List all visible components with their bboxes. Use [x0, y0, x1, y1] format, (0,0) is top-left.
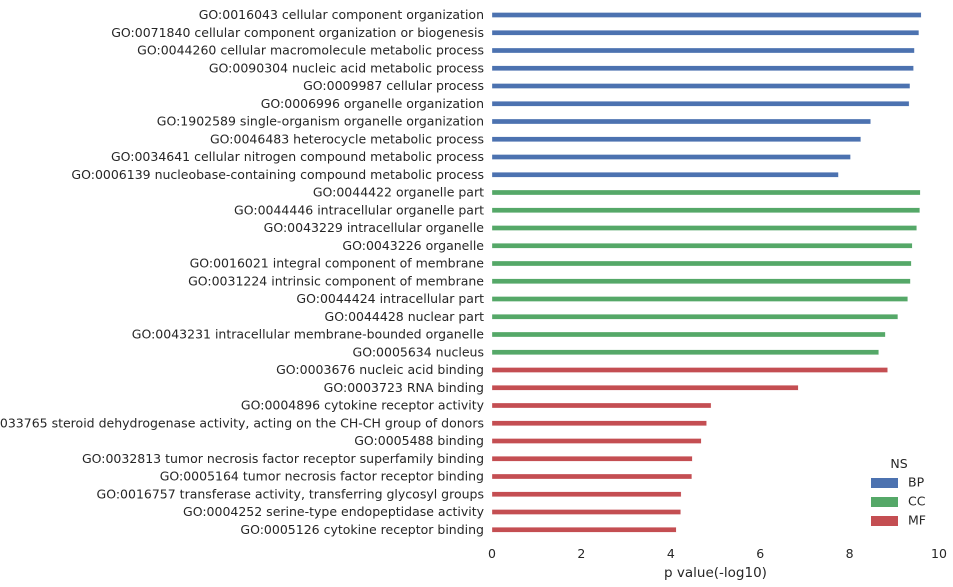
bar-mf: [491, 402, 712, 409]
category-label: GO:0031224 intrinsic component of membra…: [188, 273, 484, 288]
category-label: GO:0004896 cytokine receptor activity: [241, 398, 485, 413]
x-tick-label: 6: [756, 546, 764, 561]
category-label: GO:0032813 tumor necrosis factor recepto…: [82, 451, 484, 466]
bar-bp: [491, 154, 851, 160]
legend-title: NS: [890, 456, 907, 471]
category-label: GO:0005488 binding: [354, 433, 484, 448]
x-tick-label: 4: [667, 546, 675, 561]
category-label: GO:0043226 organelle: [342, 238, 484, 253]
bar-bp: [491, 101, 910, 107]
category-label: GO:0043229 intracellular organelle: [264, 220, 485, 235]
bar-bp: [491, 65, 914, 71]
category-label: GO:1902589 single-organism organelle org…: [157, 114, 484, 129]
bar-cc: [491, 243, 913, 249]
legend-label-cc: CC: [908, 494, 926, 509]
bar-mf: [491, 438, 702, 444]
category-label: GO:0044428 nuclear part: [325, 309, 485, 324]
bar-mf: [491, 456, 693, 462]
legend-label-mf: MF: [908, 513, 926, 528]
category-label: GO:0016021 integral component of membran…: [190, 256, 485, 271]
category-label: GO:0071840 cellular component organizati…: [111, 25, 484, 40]
category-label: GO:0005634 nucleus: [353, 344, 484, 359]
category-label: GO:0033765 steroid dehydrogenase activit…: [0, 415, 484, 430]
category-label: GO:0034641 cellular nitrogen compound me…: [111, 149, 484, 164]
category-label: GO:0005164 tumor necrosis factor recepto…: [160, 469, 484, 484]
category-label: GO:0006996 organelle organization: [261, 96, 484, 111]
category-label: GO:0090304 nucleic acid metabolic proces…: [209, 60, 484, 75]
bar-bp: [491, 12, 922, 18]
bar-mf: [491, 367, 888, 373]
bar-mf: [491, 473, 692, 480]
category-label: GO:0006139 nucleobase-containing compoun…: [71, 167, 484, 182]
bars: [491, 12, 922, 533]
category-labels: GO:0016043 cellular component organizati…: [0, 7, 485, 537]
category-label: GO:0044424 intracellular part: [296, 291, 484, 306]
category-label: GO:0004252 serine-type endopeptidase act…: [183, 504, 485, 519]
x-tick-label: 8: [846, 546, 854, 561]
bar-cc: [491, 260, 912, 267]
bar-mf: [491, 491, 682, 497]
bar-bp: [491, 47, 915, 54]
bar-mf: [491, 527, 677, 533]
category-label: GO:0016757 transferase activity, transfe…: [97, 486, 484, 501]
bar-bp: [491, 172, 839, 178]
category-label: GO:0003723 RNA binding: [324, 380, 484, 395]
category-label: GO:0009987 cellular process: [303, 78, 484, 93]
bar-cc: [491, 278, 911, 284]
x-tick-label: 10: [931, 546, 947, 561]
legend-swatch-bp: [871, 478, 898, 488]
legend-label-bp: BP: [908, 475, 925, 490]
bar-cc: [491, 314, 899, 320]
bar-bp: [491, 30, 920, 36]
bar-cc: [491, 349, 879, 355]
bar-cc: [491, 189, 921, 196]
legend-swatch-mf: [871, 516, 898, 526]
category-label: GO:0044446 intracellular organelle part: [234, 202, 484, 217]
category-label: GO:0044422 organelle part: [313, 185, 484, 200]
category-label: GO:0043231 intracellular membrane-bounde…: [132, 327, 485, 342]
bar-bp: [491, 83, 911, 89]
bar-cc: [491, 296, 908, 302]
category-label: GO:0016043 cellular component organizati…: [199, 7, 484, 22]
bar-bp: [491, 118, 871, 125]
bar-mf: [491, 420, 707, 426]
category-label: GO:0046483 heterocycle metabolic process: [210, 131, 484, 146]
category-label: GO:0005126 cytokine receptor binding: [240, 522, 484, 537]
x-axis-label: p value(-log10): [664, 565, 767, 581]
bar-cc: [491, 225, 917, 231]
bar-cc: [491, 331, 886, 338]
category-label: GO:0003676 nucleic acid binding: [276, 362, 484, 377]
bar-mf: [491, 385, 799, 391]
x-tick-label: 2: [577, 546, 585, 561]
bar-bp: [491, 136, 861, 142]
bar-cc: [491, 207, 920, 213]
legend: NS BP CC MF: [871, 456, 926, 528]
category-label: GO:0044260 cellular macromolecule metabo…: [137, 43, 484, 58]
legend-swatch-cc: [871, 497, 898, 507]
bar-mf: [491, 509, 681, 515]
x-axis-ticks: 0 2 4 6 8 10: [488, 546, 947, 561]
x-tick-label: 0: [488, 546, 496, 561]
